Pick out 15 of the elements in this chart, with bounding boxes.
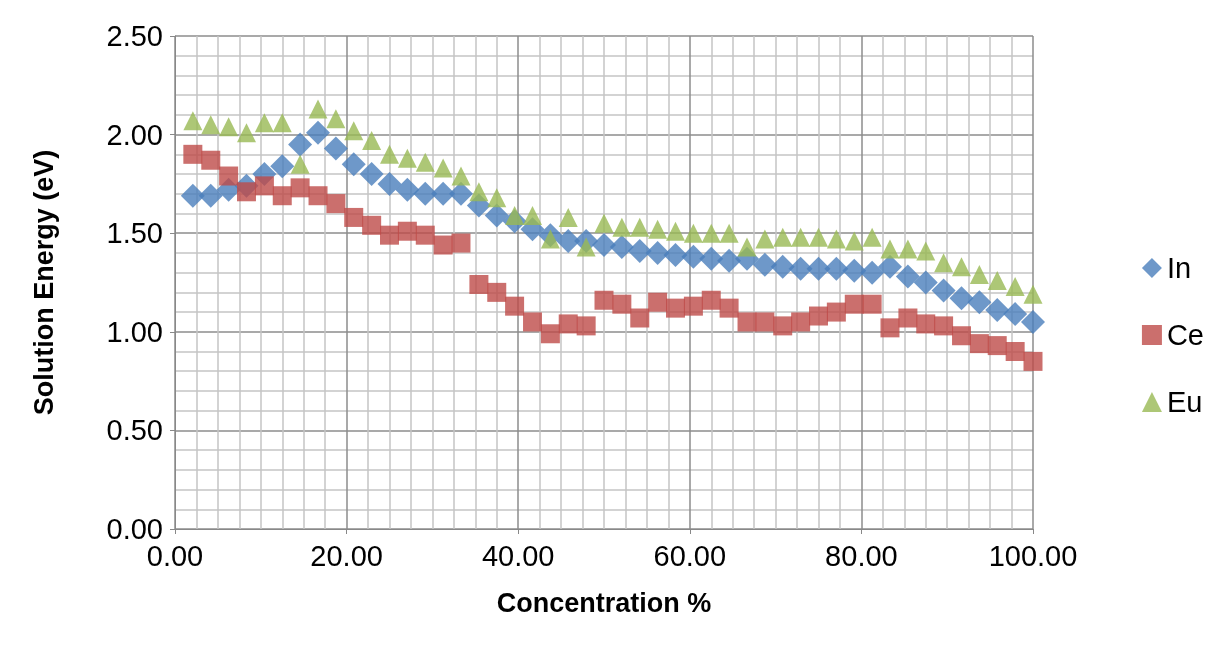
y-tick-label: 1.50 — [106, 217, 163, 250]
y-axis-title: Solution Energy (eV) — [28, 149, 59, 416]
x-tick-label: 100.00 — [988, 539, 1078, 572]
y-tick-label: 1.00 — [106, 315, 163, 348]
x-tick-label: 80.00 — [825, 539, 898, 572]
x-tick-label: 40.00 — [481, 539, 555, 572]
y-tick-label: 2.00 — [106, 118, 163, 151]
legend-label: Eu — [1166, 386, 1203, 418]
legend-label: Ce — [1166, 319, 1205, 351]
legend-label: In — [1166, 252, 1192, 284]
x-axis-title: Concentration % — [496, 587, 712, 618]
y-tick-label: 2.50 — [106, 20, 163, 52]
x-tick-label: 60.00 — [653, 539, 727, 572]
y-tick-label: 0.50 — [106, 414, 163, 447]
x-tick-label: 20.00 — [310, 539, 383, 572]
